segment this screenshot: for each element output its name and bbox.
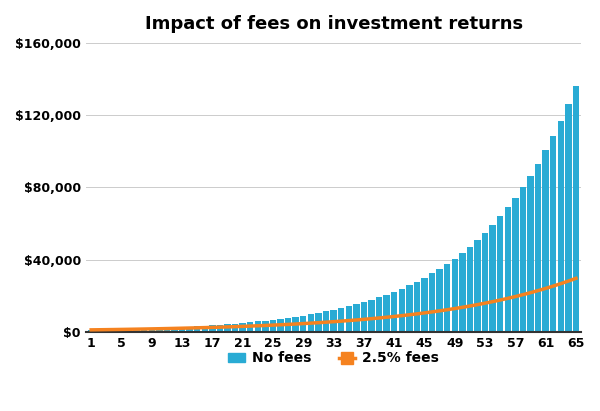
Bar xyxy=(573,86,579,332)
Legend: No fees, 2.5% fees: No fees, 2.5% fees xyxy=(223,346,445,371)
Bar xyxy=(527,176,534,332)
Bar xyxy=(406,285,413,332)
Bar xyxy=(262,321,269,332)
Bar xyxy=(133,329,140,332)
Bar xyxy=(505,208,511,332)
Bar xyxy=(224,324,231,332)
Bar xyxy=(376,297,382,332)
Bar xyxy=(149,328,155,332)
Bar xyxy=(270,320,276,332)
Bar xyxy=(323,312,329,332)
Bar xyxy=(171,327,178,332)
Bar xyxy=(247,322,253,332)
Bar xyxy=(452,259,458,332)
Bar xyxy=(436,269,443,332)
Bar xyxy=(444,264,451,332)
Bar xyxy=(141,328,148,332)
Bar xyxy=(520,187,526,332)
Bar xyxy=(164,328,170,332)
Bar xyxy=(331,310,337,332)
Bar xyxy=(398,289,405,332)
Bar xyxy=(277,319,284,332)
Bar xyxy=(413,282,420,332)
Bar xyxy=(300,316,307,332)
Bar xyxy=(482,233,488,332)
Bar xyxy=(353,304,359,332)
Bar xyxy=(217,325,223,332)
Bar xyxy=(95,330,102,332)
Bar xyxy=(292,317,299,332)
Title: Impact of fees on investment returns: Impact of fees on investment returns xyxy=(145,15,523,33)
Bar xyxy=(550,136,556,332)
Bar xyxy=(338,308,344,332)
Bar xyxy=(126,329,132,332)
Bar xyxy=(490,225,496,332)
Bar xyxy=(254,321,261,332)
Bar xyxy=(308,314,314,332)
Bar xyxy=(118,329,125,332)
Bar xyxy=(542,150,549,332)
Bar xyxy=(557,121,564,332)
Bar xyxy=(421,277,428,332)
Bar xyxy=(285,318,292,332)
Bar xyxy=(459,253,466,332)
Bar xyxy=(535,164,541,332)
Bar xyxy=(315,313,322,332)
Bar xyxy=(429,273,435,332)
Bar xyxy=(156,328,163,332)
Bar xyxy=(232,323,238,332)
Bar xyxy=(88,330,94,332)
Bar xyxy=(512,198,518,332)
Bar xyxy=(474,240,481,332)
Bar xyxy=(467,247,473,332)
Bar xyxy=(565,104,572,332)
Bar xyxy=(383,295,390,332)
Bar xyxy=(391,292,397,332)
Bar xyxy=(202,326,208,332)
Bar xyxy=(209,325,215,332)
Bar xyxy=(187,327,193,332)
Bar xyxy=(179,327,185,332)
Bar xyxy=(239,323,246,332)
Bar xyxy=(194,326,200,332)
Bar xyxy=(368,300,374,332)
Bar xyxy=(346,306,352,332)
Bar xyxy=(103,330,110,332)
Bar xyxy=(361,302,367,332)
Bar xyxy=(497,217,503,332)
Bar xyxy=(110,329,117,332)
